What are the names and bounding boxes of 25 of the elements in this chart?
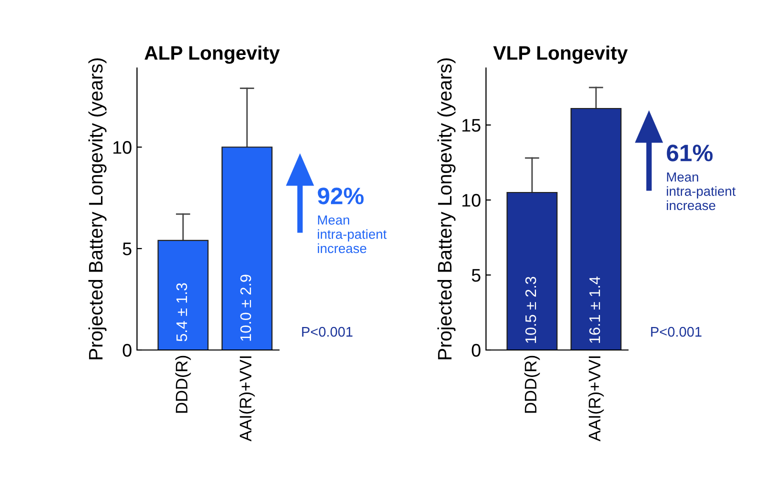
- y-tick-label: 10: [113, 141, 132, 154]
- text: Mean intra-patient increase: [318, 215, 387, 254]
- x-tick-label: AAI(R)+VVI: [239, 356, 255, 442]
- y-tick-label: 5: [122, 242, 132, 256]
- text: 61%: [666, 144, 713, 162]
- x-tick-label: DDD(R): [524, 356, 540, 413]
- y-axis-title: Projected Battery Longevity (years): [437, 58, 456, 360]
- x-tick-label: DDD(R): [175, 356, 191, 413]
- text: P<0.001: [302, 326, 352, 337]
- text: Mean intra-patient increase: [666, 172, 736, 210]
- data-label: 10.0 ± 2.9: [240, 274, 252, 341]
- data-label: 10.5 ± 2.3: [525, 276, 536, 343]
- x-tick-label: AAI(R)+VVI: [588, 356, 604, 442]
- y-tick-label: 0: [122, 344, 132, 357]
- text: 92%: [318, 188, 364, 204]
- chart-title: VLP Longevity: [493, 46, 628, 64]
- y-tick-label: 10: [462, 194, 480, 207]
- data-label: 5.4 ± 1.3: [176, 283, 188, 342]
- y-tick-label: 15: [462, 119, 480, 132]
- y-tick-label: 5: [472, 269, 480, 282]
- y-tick-label: 0: [472, 344, 480, 357]
- chart-title: ALP Longevity: [144, 46, 280, 64]
- data-label: 16.1 ± 1.4: [589, 276, 600, 343]
- text: P<0.001: [651, 326, 702, 337]
- y-axis-title: Projected Battery Longevity (years): [88, 58, 106, 360]
